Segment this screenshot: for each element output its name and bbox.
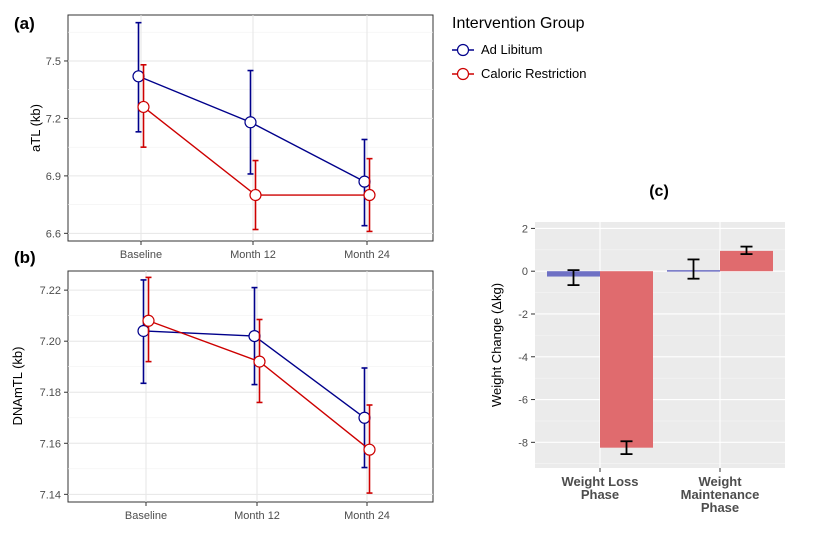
b-x-tick-label: Baseline — [125, 510, 167, 522]
c-y-tick-label: -2 — [518, 309, 528, 321]
b-series-caloric-restriction — [142, 276, 376, 494]
c-y-tick-label: 2 — [522, 223, 528, 235]
a-y-tick-label: 6.6 — [46, 228, 61, 240]
panel-a-gridlines — [68, 15, 433, 241]
panel-a-atl-chart: 6.6 6.9 7.2 7.5 Baseline Month 12 Month 24 aT… — [28, 14, 434, 261]
c-y-tick-label: 0 — [522, 266, 528, 278]
a-point-ad-libitum — [132, 70, 145, 83]
c-bar-caloric-restriction-weight-loss-phase — [600, 271, 653, 448]
b-y-tick-label: 7.22 — [40, 285, 61, 297]
a-point-ad-libitum — [358, 175, 371, 188]
a-point-caloric-restriction — [363, 188, 376, 202]
b-point-ad-libitum — [358, 411, 371, 424]
c-x-tick-label-line: Maintenance — [681, 487, 760, 502]
c-y-tick-label: -6 — [518, 395, 528, 407]
panel-label-a: (a) — [14, 14, 35, 33]
c-x-tick-label-weight-loss-phase: Weight Loss Phase — [561, 474, 638, 502]
b-point-caloric-restriction — [363, 443, 376, 456]
c-y-tick-label: -4 — [518, 352, 528, 364]
panel-b-y-ticks: 7.14 7.16 7.18 7.20 7.22 — [40, 285, 68, 501]
c-x-tick-label-weight-maintenance-phase: Weight Maintenance Phase — [681, 474, 760, 515]
panel-label-b: (b) — [14, 248, 36, 267]
b-point-caloric-restriction — [142, 314, 155, 327]
a-series-ad-libitum — [132, 21, 371, 227]
c-x-tick-label-line: Weight Loss — [561, 474, 638, 489]
panel-c-bars — [547, 245, 773, 455]
legend-label-caloric-restriction: Caloric Restriction — [481, 66, 586, 81]
panel-b-x-ticks: Baseline Month 12 Month 24 — [125, 502, 390, 522]
b-x-tick-label: Month 24 — [344, 510, 390, 522]
panel-c-y-ticks: 2 0 -2 -4 -6 -8 — [518, 223, 535, 449]
b-y-tick-label: 7.16 — [40, 438, 61, 450]
a-point-caloric-restriction — [249, 188, 262, 202]
a-x-tick-label: Baseline — [120, 249, 162, 261]
legend: Intervention Group Ad Libitum Caloric Re… — [452, 15, 586, 81]
legend-entry-caloric-restriction: Caloric Restriction — [452, 66, 586, 81]
panel-b-gridlines — [68, 271, 433, 502]
c-x-tick-label-line: Phase — [701, 500, 739, 515]
panel-label-c: (c) — [649, 183, 669, 200]
b-y-tick-label: 7.20 — [40, 336, 61, 348]
b-point-ad-libitum — [137, 324, 150, 338]
a-x-tick-label: Month 12 — [230, 249, 276, 261]
c-x-tick-label-line: Weight — [698, 474, 742, 489]
a-x-tick-label: Month 24 — [344, 249, 390, 261]
a-point-caloric-restriction — [137, 100, 150, 114]
b-series-ad-libitum — [137, 279, 371, 469]
panel-c-y-axis-label: Weight Change (Δkg) — [489, 283, 504, 407]
panel-c-gridlines — [535, 222, 785, 468]
legend-label-ad-libitum: Ad Libitum — [481, 42, 542, 57]
panel-a-x-ticks: Baseline Month 12 Month 24 — [120, 241, 390, 261]
c-x-tick-label-line: Phase — [581, 487, 619, 502]
a-y-tick-label: 7.5 — [46, 56, 61, 68]
panel-b-series — [137, 276, 376, 494]
panel-a-series — [132, 21, 376, 233]
a-y-tick-label: 6.9 — [46, 171, 61, 183]
panel-b-y-axis-label: DNAmTL (kb) — [10, 347, 25, 426]
legend-marker-ad-libitum — [456, 43, 470, 57]
panel-a-y-axis-label: aTL (kb) — [28, 104, 43, 152]
b-x-tick-label: Month 12 — [234, 510, 280, 522]
legend-marker-caloric-restriction — [456, 67, 470, 81]
b-point-ad-libitum — [248, 329, 261, 343]
legend-entry-ad-libitum: Ad Libitum — [452, 42, 542, 57]
b-y-tick-label: 7.14 — [40, 489, 61, 501]
panel-b-plot-frame — [67, 270, 434, 503]
b-point-caloric-restriction — [253, 355, 266, 368]
a-series-caloric-restriction — [137, 63, 376, 233]
c-y-tick-label: -8 — [518, 437, 528, 449]
c-bar-caloric-restriction-weight-maintenance-phase — [720, 250, 773, 272]
legend-title: Intervention Group — [452, 15, 585, 32]
panel-a-y-ticks: 6.6 6.9 7.2 7.5 — [46, 56, 68, 240]
panel-b-dnamtl-chart: 7.14 7.16 7.18 7.20 7.22 Baseline Month 12 Mon… — [10, 270, 434, 522]
b-y-tick-label: 7.18 — [40, 387, 61, 399]
a-y-tick-label: 7.2 — [46, 113, 61, 125]
a-point-ad-libitum — [244, 116, 257, 129]
